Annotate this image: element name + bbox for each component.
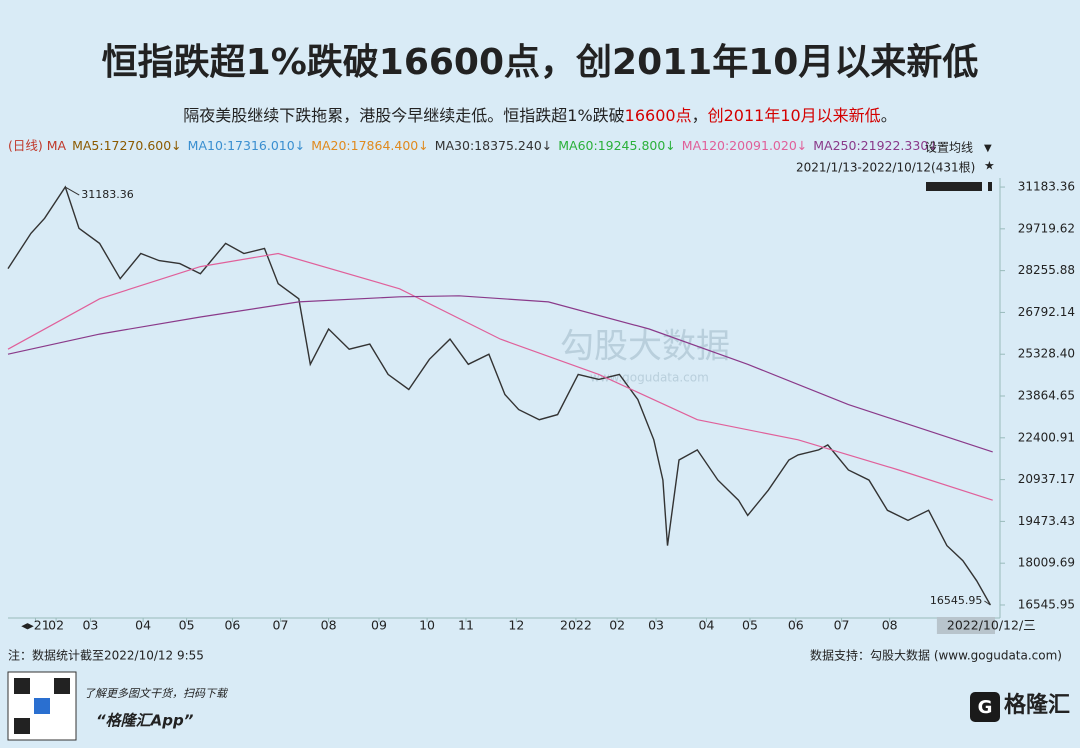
x-tick-label: 10 <box>419 618 435 633</box>
x-tick-label: 03 <box>82 618 98 633</box>
dropdown-icon[interactable]: ▼ <box>984 143 992 154</box>
note: 注：数据统计截至2022/10/12 9:55 <box>8 648 204 663</box>
qr-corner <box>14 678 30 694</box>
chart-title: 恒指跌超1%跌破16600点，创2011年10月以来新低 <box>102 42 979 83</box>
y-tick-label: 22400.91 <box>1018 430 1075 444</box>
y-tick-label: 19473.43 <box>1018 514 1075 528</box>
x-tick-label: 06 <box>224 618 240 633</box>
subtitle-part: ， <box>692 106 708 125</box>
subtitle-part: 。 <box>881 106 897 125</box>
legend-entry: MA20:17864.400↓ <box>311 138 429 153</box>
x-tick-label: 08 <box>882 618 898 633</box>
x-tick-label: 08 <box>321 618 337 633</box>
annotation: 16545.95 <box>930 594 983 607</box>
x-tick-label: 05 <box>179 618 195 633</box>
qr-corner <box>14 718 30 734</box>
subtitle-part: 16600点 <box>625 106 692 125</box>
source: 数据支持：勾股大数据 (www.gogudata.com) <box>810 648 1062 663</box>
legend-entry: MA10:17316.010↓ <box>188 138 306 153</box>
legend-entry: MA250:21922.330↓ <box>813 138 938 153</box>
x-tick-label: 09 <box>371 618 387 633</box>
y-tick-label: 20937.17 <box>1018 472 1075 486</box>
series-line <box>7 185 992 606</box>
range-label: 2021/1/13-2022/10/12(431根) <box>796 161 975 175</box>
app-name: “格隆汇App” <box>96 712 194 730</box>
x-tick-label: 2022 <box>560 618 592 633</box>
date-cursor-bg <box>936 617 995 634</box>
y-tick-label: 23864.65 <box>1018 389 1075 403</box>
promo: 了解更多图文干货，扫码下载 <box>84 687 229 700</box>
x-tick-label: 02 <box>609 618 625 633</box>
qr-corner <box>54 678 70 694</box>
subtitle: 隔夜美股继续下跌拖累，港股今早继续走低。恒指跌超1%跌破16600点，创2011… <box>183 106 896 125</box>
x-tick-label: 04 <box>699 618 715 633</box>
subtitle-part: 隔夜美股继续下跌拖累，港股今早继续走低。恒指跌超1%跌破 <box>183 106 624 125</box>
brand-logo-letter: G <box>978 697 993 718</box>
annotation: 31183.36 <box>81 188 134 201</box>
legend-entry: MA60:19245.800↓ <box>558 138 676 153</box>
x-tick-label: 07 <box>273 618 289 633</box>
y-tick-label: 28255.88 <box>1018 263 1075 277</box>
legend-entry: MA5:17270.600↓ <box>72 138 182 153</box>
scroll-bar[interactable] <box>926 182 982 191</box>
pin-icon[interactable]: ★ <box>984 159 995 173</box>
legend-entry: MA30:18375.240↓ <box>435 138 553 153</box>
y-tick-label: 31183.36 <box>1018 180 1075 194</box>
y-tick-label: 26792.14 <box>1018 305 1075 319</box>
series-line <box>7 295 993 453</box>
x-tick-label: 04 <box>135 618 151 633</box>
brand: 格隆汇 <box>1004 692 1070 718</box>
x-tick-label: 11 <box>458 618 474 633</box>
y-tick-label: 18009.69 <box>1018 556 1075 570</box>
legend-prefix: (日线) MA <box>8 138 67 153</box>
settings-label[interactable]: 设置均线 <box>925 141 973 155</box>
y-tick-label: 16545.95 <box>1018 597 1075 611</box>
legend-entry: MA120:20091.020↓ <box>682 138 807 153</box>
brand-logo <box>970 692 1000 722</box>
x-tick-label: ◂▸21 <box>21 618 49 633</box>
y-tick-label: 29719.62 <box>1018 221 1075 235</box>
legend: (日线) MA MA5:17270.600↓ MA10:17316.010↓ MA20… <box>8 138 939 153</box>
x-tick-label: 05 <box>742 618 758 633</box>
scroll-handle[interactable] <box>988 182 992 191</box>
x-tick-label: 12 <box>508 618 524 633</box>
x-tick-label: 06 <box>788 618 804 633</box>
annotation-leader <box>65 186 80 196</box>
watermark: 勾股大数据 <box>560 327 730 367</box>
y-tick-label: 25328.40 <box>1018 347 1075 361</box>
series-line <box>7 252 993 501</box>
x-tick-label: 2022/10/12/三 <box>947 618 1036 633</box>
x-tick-label: 03 <box>648 618 664 633</box>
x-tick-label: 02 <box>48 618 64 633</box>
x-tick-label: 07 <box>834 618 850 633</box>
subtitle-part: 创2011年10月以来新低 <box>708 106 881 125</box>
qr-logo <box>34 698 50 714</box>
annotation-leader <box>984 600 991 606</box>
